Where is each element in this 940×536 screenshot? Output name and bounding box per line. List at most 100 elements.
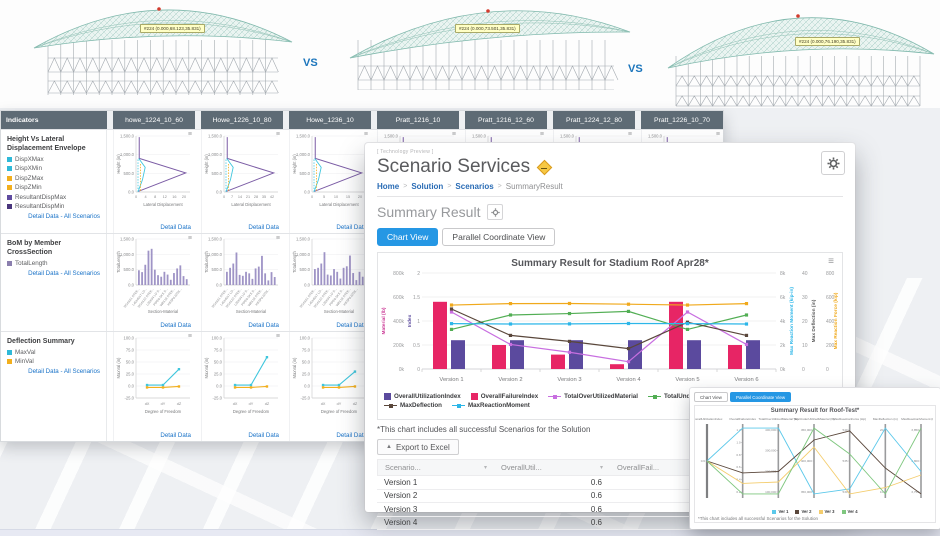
page-settings-button[interactable] bbox=[487, 204, 504, 220]
legend-item: DispXMax bbox=[7, 156, 100, 163]
chart-menu-icon[interactable]: ≡ bbox=[187, 235, 192, 242]
chart-menu-icon[interactable]: ≡ bbox=[539, 131, 544, 138]
svg-text:Index: Index bbox=[407, 314, 413, 327]
legend-item[interactable]: Ver 1 bbox=[772, 509, 788, 514]
scenario-column-header[interactable]: Pratt_1226_10_70 bbox=[641, 111, 723, 129]
settings-button[interactable] bbox=[821, 151, 845, 175]
scenario-name-cell: Version 2 bbox=[384, 491, 418, 501]
legend-label: DispZMin bbox=[15, 184, 42, 192]
legend-item[interactable]: MaxDeflection bbox=[384, 402, 442, 409]
detail-data-link[interactable]: Detail Data bbox=[336, 322, 367, 329]
svg-text:Section-Material: Section-Material bbox=[148, 309, 178, 314]
svg-text:75.0: 75.0 bbox=[126, 348, 135, 353]
svg-text:50.0: 50.0 bbox=[126, 360, 135, 365]
svg-text:30: 30 bbox=[802, 295, 808, 301]
legend-item[interactable]: Ver 4 bbox=[841, 509, 858, 514]
svg-text:Degree of Freedom: Degree of Freedom bbox=[233, 409, 270, 414]
scenario-column-header[interactable]: Howe_1226_10_80 bbox=[201, 111, 283, 129]
detail-data-link[interactable]: Detail Data bbox=[336, 432, 367, 439]
parallel-coordinate-window: Chart View Parallel Coordinate View Summ… bbox=[690, 388, 940, 529]
svg-text:0.0: 0.0 bbox=[128, 190, 134, 195]
svg-text:Height (in): Height (in) bbox=[292, 154, 297, 174]
detail-data-all-link[interactable]: Detail Data - All Scenarios bbox=[28, 368, 100, 376]
svg-text:75.0: 75.0 bbox=[214, 348, 223, 353]
indicator-label-cell: Deflection Summary MaxVal MinVal Detail Dat… bbox=[1, 332, 107, 441]
chart-menu-icon[interactable]: ≡ bbox=[187, 333, 192, 340]
legend-label: DispXMin bbox=[15, 165, 42, 173]
legend-item[interactable]: OverallFailureIndex bbox=[470, 393, 538, 400]
detail-data-link[interactable]: Detail Data bbox=[336, 224, 367, 231]
table-header-cell[interactable]: OverallUtil... ▾ bbox=[494, 463, 610, 472]
scenario-column-header[interactable]: Pratt_1216_10 bbox=[377, 111, 459, 129]
detail-data-link[interactable]: Detail Data bbox=[160, 432, 191, 439]
chart-menu-icon[interactable]: ≡ bbox=[451, 131, 456, 138]
legend-dot bbox=[553, 394, 558, 399]
parallel-footnote: *This chart includes all successful Scen… bbox=[698, 516, 819, 521]
breadcrumb-item[interactable]: Solution bbox=[411, 182, 444, 191]
chart-menu-icon[interactable]: ≡ bbox=[275, 131, 280, 138]
svg-text:1,500.0: 1,500.0 bbox=[472, 134, 487, 139]
legend-item: DispXMin bbox=[7, 165, 100, 172]
legend-item[interactable]: TotalOverUtilizedMaterial bbox=[548, 393, 638, 400]
svg-text:TotalUnderUtilizedMaterial (lb: TotalUnderUtilizedMaterial (lb) bbox=[793, 417, 834, 421]
svg-text:3,850: 3,850 bbox=[911, 428, 919, 432]
detail-data-link[interactable]: Detail Data bbox=[160, 224, 191, 231]
detail-data-all-link[interactable]: Detail Data - All Scenarios bbox=[28, 213, 100, 221]
legend-item[interactable]: OverallUtilizationIndex bbox=[384, 393, 461, 400]
legend-item[interactable]: Ver 3 bbox=[818, 509, 835, 514]
indicator-title: BoM by Member CrossSection bbox=[7, 240, 62, 257]
svg-text:16: 16 bbox=[172, 195, 176, 199]
legend-item[interactable]: Ver 2 bbox=[795, 509, 812, 514]
legend-swatch bbox=[818, 509, 823, 514]
legend-swatch bbox=[772, 509, 777, 514]
detail-data-link[interactable]: Detail Data bbox=[160, 322, 191, 329]
svg-text:OverallUtilizationIndex: OverallUtilizationIndex bbox=[695, 417, 723, 421]
svg-text:500.0: 500.0 bbox=[212, 267, 223, 272]
chart-menu-icon[interactable]: ≡ bbox=[828, 256, 834, 267]
breadcrumb: Home > Solution > Scenarios > SummaryResult bbox=[377, 182, 843, 197]
svg-text:dX: dX bbox=[145, 402, 150, 406]
legend-item: DispZMax bbox=[7, 175, 100, 182]
scenario-column-header[interactable]: Howe_1236_10 bbox=[289, 111, 371, 129]
window-title: Scenario Services bbox=[377, 156, 531, 177]
detail-data-link[interactable]: Detail Data bbox=[248, 322, 279, 329]
scenario-column-header[interactable]: Pratt_1224_12_80 bbox=[553, 111, 635, 129]
tab-parallel-coordinate-view[interactable]: Parallel Coordinate View bbox=[729, 392, 792, 402]
scenario-column-header[interactable]: howe_1224_10_60 bbox=[113, 111, 195, 129]
legend-label: DispZMax bbox=[15, 174, 44, 182]
mini-chart: 1,500.01,000.0500.00.0TotalLengthW14X61 … bbox=[292, 237, 366, 314]
svg-text:Max Reaction Moment (kip-in): Max Reaction Moment (kip-in) bbox=[789, 287, 795, 355]
tab-chart-view[interactable]: Chart View bbox=[694, 392, 728, 402]
tab-parallel-coordinate-view[interactable]: Parallel Coordinate View bbox=[442, 228, 556, 246]
svg-text:1,500.0: 1,500.0 bbox=[208, 237, 223, 242]
legend-dot bbox=[456, 403, 461, 408]
scenario-column-header[interactable]: Pratt_1216_12_60 bbox=[465, 111, 547, 129]
detail-data-all-link[interactable]: Detail Data - All Scenarios bbox=[28, 269, 100, 277]
breadcrumb-item[interactable]: Scenarios bbox=[455, 182, 494, 191]
svg-text:15: 15 bbox=[346, 195, 350, 199]
svg-text:Height (in): Height (in) bbox=[116, 154, 121, 174]
chart-menu-icon[interactable]: ≡ bbox=[715, 131, 720, 138]
chart-menu-icon[interactable]: ≡ bbox=[627, 131, 632, 138]
detail-data-link[interactable]: Detail Data bbox=[248, 432, 279, 439]
chart-menu-icon[interactable]: ≡ bbox=[275, 235, 280, 242]
svg-text:0.8: 0.8 bbox=[736, 453, 741, 457]
chart-menu-icon[interactable]: ≡ bbox=[187, 131, 192, 138]
legend-label: TotalOverUtilizedMaterial bbox=[564, 393, 638, 400]
chart-menu-icon[interactable]: ≡ bbox=[275, 333, 280, 340]
svg-text:Version 3: Version 3 bbox=[557, 377, 581, 383]
breadcrumb-item[interactable]: Home bbox=[377, 182, 400, 191]
legend-label: MaxReactionMoment bbox=[467, 402, 530, 409]
chart-menu-icon[interactable]: ≡ bbox=[363, 131, 368, 138]
legend-item: TotalLength bbox=[7, 260, 100, 267]
svg-text:75.0: 75.0 bbox=[302, 348, 311, 353]
svg-text:600: 600 bbox=[826, 295, 835, 301]
tab-chart-view[interactable]: Chart View bbox=[377, 228, 439, 246]
svg-text:Lateral Displacement: Lateral Displacement bbox=[319, 202, 359, 207]
legend-item[interactable]: MaxReactionMoment bbox=[451, 402, 530, 409]
table-header-cell[interactable]: Scenario... ▾ bbox=[378, 463, 494, 472]
svg-text:25.0: 25.0 bbox=[214, 372, 223, 377]
detail-data-link[interactable]: Detail Data bbox=[248, 224, 279, 231]
export-to-excel-button[interactable]: ▲ Export to Excel bbox=[377, 439, 459, 455]
